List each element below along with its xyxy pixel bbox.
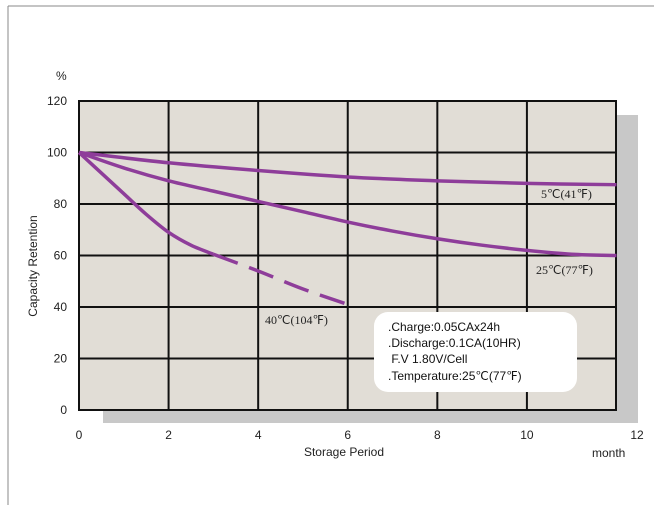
conditions-note-box	[374, 312, 577, 392]
y-tick-labels: 0 20 40 60 80 100 120	[47, 94, 67, 417]
y-tick-80: 80	[54, 197, 68, 211]
y-tick-40: 40	[54, 300, 68, 314]
series-line-3	[212, 252, 349, 307]
y-axis-title: Capacity Retention	[26, 215, 40, 316]
note-discharge: .Discharge:0.1CA(10HR)	[388, 336, 521, 350]
x-tick-12: 12	[630, 428, 644, 442]
y-tick-20: 20	[54, 352, 68, 366]
x-tick-labels: 0 2 4 6 8 10 12	[76, 428, 644, 442]
series-line-1	[78, 150, 617, 258]
x-tick-4: 4	[255, 428, 262, 442]
series-line-0	[78, 150, 617, 187]
note-temperature: .Temperature:25℃(77℉)	[388, 369, 522, 383]
y-tick-100: 100	[47, 146, 67, 160]
note-charge: .Charge:0.05CAx24h	[388, 320, 500, 334]
x-tick-10: 10	[520, 428, 534, 442]
series-label-5c: 5℃(41℉)	[541, 187, 592, 201]
x-tick-6: 6	[344, 428, 351, 442]
series-line-2	[77, 151, 215, 256]
x-unit-label: month	[592, 446, 625, 460]
note-final-voltage: F.V 1.80V/Cell	[388, 352, 467, 366]
y-tick-0: 0	[60, 403, 67, 417]
series-label-40c: 40℃(104℉)	[265, 313, 328, 327]
series-lines	[77, 150, 617, 307]
x-tick-8: 8	[434, 428, 441, 442]
y-tick-120: 120	[47, 94, 67, 108]
y-unit-label: %	[56, 69, 67, 83]
y-tick-60: 60	[54, 249, 68, 263]
x-axis-title: Storage Period	[304, 445, 384, 459]
x-tick-2: 2	[165, 428, 172, 442]
series-label-25c: 25℃(77℉)	[536, 263, 593, 277]
x-tick-0: 0	[76, 428, 83, 442]
